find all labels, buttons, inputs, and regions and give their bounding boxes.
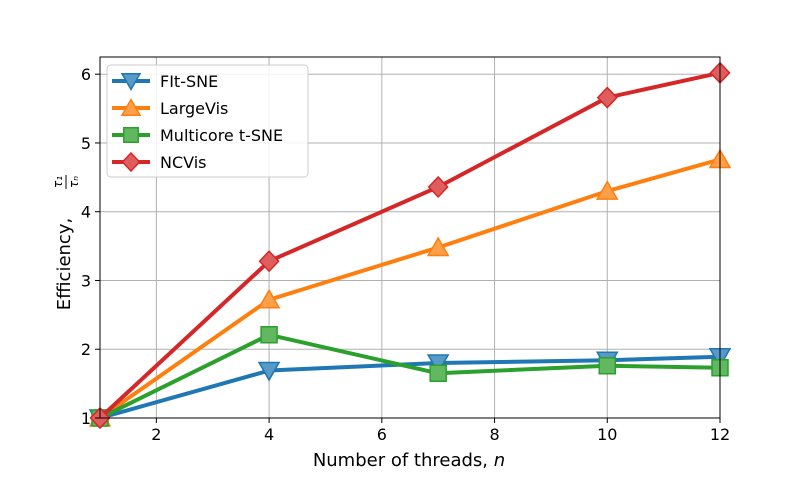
data-point <box>426 354 450 375</box>
legend-label: LargeVis <box>160 99 228 118</box>
data-point <box>427 175 449 199</box>
y-axis-title-text: Efficiency, <box>54 218 75 310</box>
y-tick-label: 5 <box>81 134 91 153</box>
x-tick-label: 2 <box>151 425 161 444</box>
x-tick-label: 6 <box>377 425 387 444</box>
data-point <box>426 236 450 257</box>
y-tick-label: 1 <box>81 409 91 428</box>
x-tick-label: 12 <box>710 425 730 444</box>
x-tick-label: 8 <box>489 425 499 444</box>
legend-label: FIt-SNE <box>160 72 218 91</box>
legend-item: FIt-SNE <box>112 72 218 92</box>
legend-marker <box>121 151 141 173</box>
data-point <box>260 326 278 344</box>
data-point <box>257 288 281 309</box>
data-point <box>429 364 447 383</box>
legend-label: NCVis <box>160 153 207 172</box>
legend-marker <box>123 127 139 143</box>
y-tick-label: 3 <box>81 271 91 290</box>
data-point <box>257 361 281 382</box>
y-tick-label: 4 <box>81 203 91 222</box>
y-axis-title: Efficiency, τ₁ τₙ <box>51 175 81 310</box>
data-point <box>598 356 617 375</box>
legend-marker <box>120 97 142 116</box>
y-axis-fraction-denominator: τₙ <box>67 176 81 188</box>
legend-box <box>106 64 309 178</box>
y-tick-label: 2 <box>81 340 91 359</box>
x-axis-title: Number of threads, n <box>313 450 505 471</box>
legend-marker <box>120 73 142 92</box>
plot-frame <box>99 56 721 419</box>
data-point <box>258 250 280 273</box>
data-point <box>596 86 618 109</box>
series-line <box>98 332 722 420</box>
x-tick-label: 4 <box>264 425 274 444</box>
y-tick-label: 6 <box>81 65 91 84</box>
series-0 <box>88 348 732 430</box>
series-layer <box>88 61 732 430</box>
legend-item: Multicore t-SNE <box>112 126 283 145</box>
y-axis-fraction-numerator: τ₁ <box>51 176 65 188</box>
legend-label: Multicore t-SNE <box>160 126 283 145</box>
x-tick-label: 10 <box>597 425 617 444</box>
series-2 <box>91 326 729 427</box>
legend-item: LargeVis <box>112 97 228 118</box>
series-1 <box>88 148 732 427</box>
data-point <box>595 180 619 200</box>
legend-item: NCVis <box>112 151 207 173</box>
legend: FIt-SNE LargeVis Multicore t-SNE NCVis <box>106 64 309 178</box>
